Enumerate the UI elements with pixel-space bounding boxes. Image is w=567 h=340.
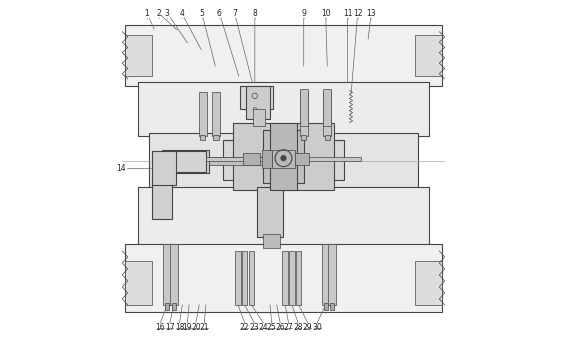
Bar: [415, 35, 442, 75]
Text: 12: 12: [353, 9, 362, 18]
Bar: [249, 251, 254, 305]
Text: 15: 15: [155, 151, 165, 160]
Text: 7: 7: [232, 9, 237, 18]
Bar: [295, 153, 309, 165]
Text: 30: 30: [312, 323, 322, 332]
Bar: [172, 303, 176, 310]
Text: 29: 29: [303, 323, 312, 332]
Bar: [206, 157, 361, 161]
Bar: [233, 123, 334, 190]
Text: 22: 22: [240, 323, 249, 332]
Bar: [282, 251, 288, 305]
Bar: [263, 234, 280, 248]
Bar: [152, 178, 172, 219]
Bar: [163, 244, 171, 305]
Text: 20: 20: [191, 323, 201, 332]
Text: 26: 26: [276, 323, 285, 332]
Text: 1: 1: [145, 9, 149, 18]
Bar: [261, 150, 272, 168]
Bar: [300, 89, 308, 126]
Bar: [253, 109, 265, 126]
Bar: [296, 251, 302, 305]
Bar: [270, 123, 297, 190]
Bar: [213, 135, 219, 140]
Bar: [256, 187, 284, 237]
Text: 16: 16: [155, 323, 165, 332]
Text: 13: 13: [366, 9, 376, 18]
Bar: [240, 86, 273, 109]
Text: 10: 10: [321, 9, 331, 18]
Bar: [125, 244, 442, 312]
Bar: [235, 251, 240, 305]
Text: 8: 8: [252, 9, 257, 18]
Text: 17: 17: [165, 323, 175, 332]
Text: 18: 18: [175, 323, 184, 332]
Bar: [301, 135, 306, 140]
Bar: [125, 35, 152, 75]
Text: 21: 21: [200, 323, 209, 332]
Text: 25: 25: [267, 323, 277, 332]
Bar: [138, 187, 429, 248]
Bar: [243, 153, 260, 165]
Bar: [323, 92, 331, 136]
Bar: [149, 133, 418, 190]
Bar: [125, 25, 442, 86]
Bar: [198, 92, 206, 136]
Bar: [415, 261, 442, 305]
Bar: [212, 92, 220, 136]
Text: 5: 5: [200, 9, 204, 18]
Text: 14: 14: [116, 164, 126, 173]
Circle shape: [281, 155, 286, 161]
Bar: [324, 303, 328, 310]
Bar: [138, 82, 429, 136]
Text: 19: 19: [183, 323, 192, 332]
Bar: [328, 244, 336, 305]
Bar: [331, 303, 335, 310]
Text: 23: 23: [249, 323, 259, 332]
Bar: [170, 244, 178, 305]
Text: 24: 24: [259, 323, 268, 332]
Bar: [159, 153, 172, 170]
Bar: [200, 135, 205, 140]
Bar: [242, 251, 247, 305]
Bar: [321, 244, 329, 305]
Text: 27: 27: [284, 323, 293, 332]
Text: 2: 2: [156, 9, 161, 18]
Bar: [209, 156, 270, 165]
Bar: [162, 150, 209, 173]
Text: 9: 9: [301, 9, 306, 18]
Bar: [247, 86, 270, 119]
Bar: [165, 303, 169, 310]
Text: 6: 6: [217, 9, 222, 18]
Bar: [300, 92, 308, 136]
Bar: [223, 140, 344, 180]
Bar: [172, 151, 206, 172]
Bar: [125, 261, 152, 305]
Bar: [272, 150, 295, 168]
Bar: [325, 135, 330, 140]
Bar: [323, 89, 331, 126]
Bar: [152, 151, 176, 185]
Bar: [263, 130, 304, 184]
Bar: [289, 251, 295, 305]
Text: 3: 3: [165, 9, 170, 18]
Text: 28: 28: [293, 323, 303, 332]
Text: 11: 11: [343, 9, 352, 18]
Text: 4: 4: [179, 9, 184, 18]
